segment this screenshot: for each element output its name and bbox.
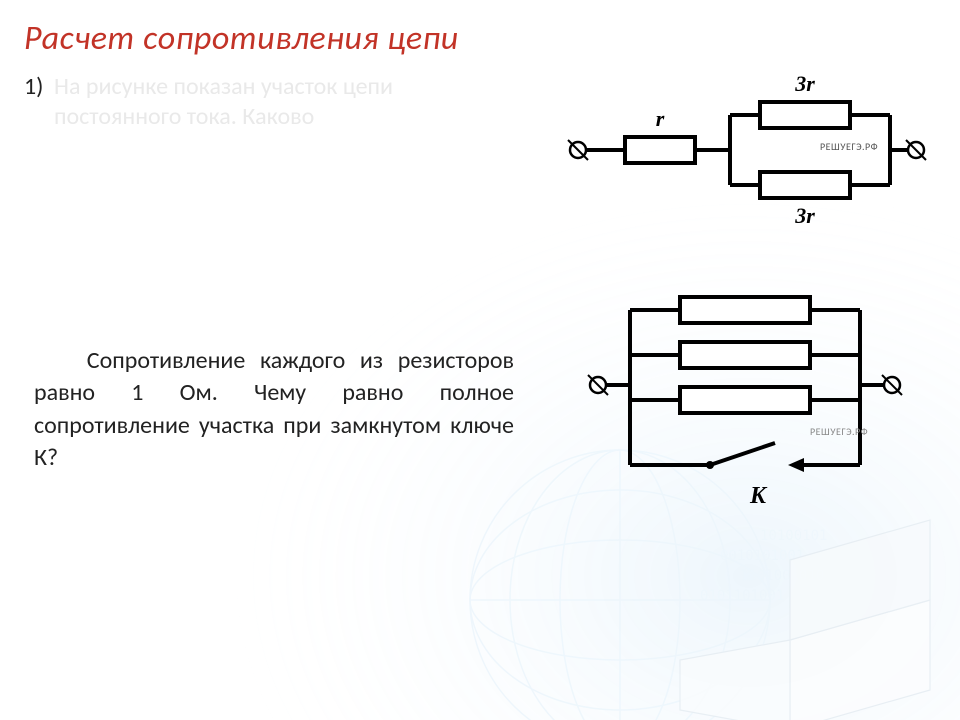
watermark-1: РЕШУЕГЭ.РФ bbox=[820, 140, 878, 153]
problem1-text: На рисунке показан участок цепи постоянн… bbox=[54, 72, 474, 132]
svg-text:10100101: 10100101 bbox=[760, 528, 827, 544]
svg-text:3r: 3r bbox=[794, 203, 815, 228]
svg-text:0010101001: 0010101001 bbox=[720, 548, 804, 564]
problem1-number: 1) bbox=[24, 72, 43, 101]
problem2-text: Сопротивление каждого из резисторов равн… bbox=[34, 345, 514, 475]
svg-text:K: K bbox=[749, 483, 768, 509]
circuit-diagram-2: K bbox=[570, 270, 920, 520]
watermark-2: РЕШУЕГЭ.РФ bbox=[810, 425, 868, 438]
page-title: Расчет сопротивления цепи bbox=[24, 18, 459, 59]
svg-text:1101001010: 1101001010 bbox=[740, 568, 824, 584]
title-text: Расчет сопротивления цепи bbox=[24, 18, 459, 59]
svg-text:r: r bbox=[656, 106, 665, 131]
svg-text:0101101001: 0101101001 bbox=[700, 588, 784, 604]
svg-text:3r: 3r bbox=[794, 71, 815, 96]
